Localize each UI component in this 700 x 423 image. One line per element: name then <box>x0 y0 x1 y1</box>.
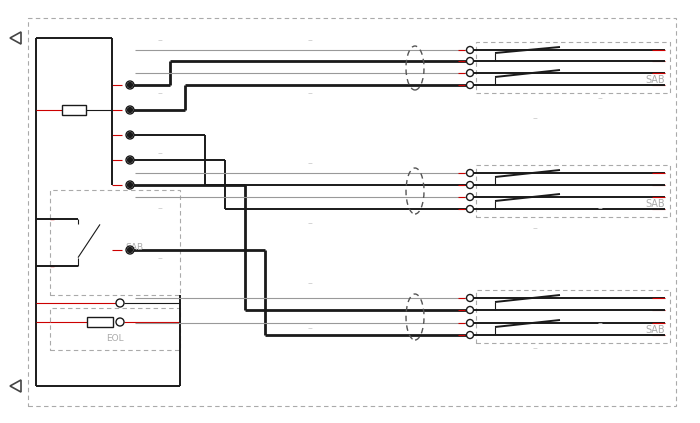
Circle shape <box>466 170 473 176</box>
Bar <box>62 105 86 115</box>
Text: –: – <box>307 88 312 98</box>
Text: –: – <box>598 318 603 328</box>
Circle shape <box>127 182 132 187</box>
Circle shape <box>466 58 473 64</box>
Circle shape <box>116 299 124 307</box>
Bar <box>476 165 670 217</box>
Circle shape <box>466 319 473 327</box>
Text: –: – <box>533 113 538 123</box>
Circle shape <box>466 47 473 53</box>
Text: –: – <box>158 253 162 263</box>
Circle shape <box>126 246 134 254</box>
Circle shape <box>466 181 473 189</box>
Text: –: – <box>307 218 312 228</box>
Text: –: – <box>307 35 312 45</box>
Circle shape <box>466 206 473 212</box>
Text: –: – <box>533 223 538 233</box>
Text: SAB: SAB <box>645 325 665 335</box>
Text: –: – <box>158 148 162 158</box>
Text: EOL: EOL <box>106 333 124 343</box>
Bar <box>476 290 670 343</box>
Text: –: – <box>307 158 312 168</box>
Circle shape <box>116 318 124 326</box>
Text: SAB: SAB <box>125 243 144 252</box>
Text: –: – <box>533 343 538 353</box>
Text: –: – <box>307 323 312 333</box>
Text: SAB: SAB <box>645 75 665 85</box>
Bar <box>50 190 180 295</box>
Text: –: – <box>307 278 312 288</box>
Circle shape <box>466 82 473 88</box>
Circle shape <box>466 294 473 302</box>
Circle shape <box>126 181 134 189</box>
Circle shape <box>126 156 134 164</box>
Text: SAB: SAB <box>645 199 665 209</box>
Text: –: – <box>598 93 603 103</box>
Bar <box>87 317 113 327</box>
Circle shape <box>126 106 134 114</box>
Text: –: – <box>158 203 162 213</box>
Circle shape <box>127 247 132 253</box>
Bar <box>476 42 670 93</box>
Text: –: – <box>158 88 162 98</box>
Circle shape <box>466 193 473 201</box>
Circle shape <box>466 332 473 338</box>
Circle shape <box>126 131 134 139</box>
Circle shape <box>126 81 134 89</box>
Text: –: – <box>158 35 162 45</box>
Circle shape <box>466 307 473 313</box>
Circle shape <box>127 82 132 88</box>
Circle shape <box>127 132 132 137</box>
Text: –: – <box>598 203 603 213</box>
Circle shape <box>127 107 132 113</box>
Circle shape <box>127 157 132 162</box>
Bar <box>50 308 180 350</box>
Circle shape <box>466 69 473 77</box>
